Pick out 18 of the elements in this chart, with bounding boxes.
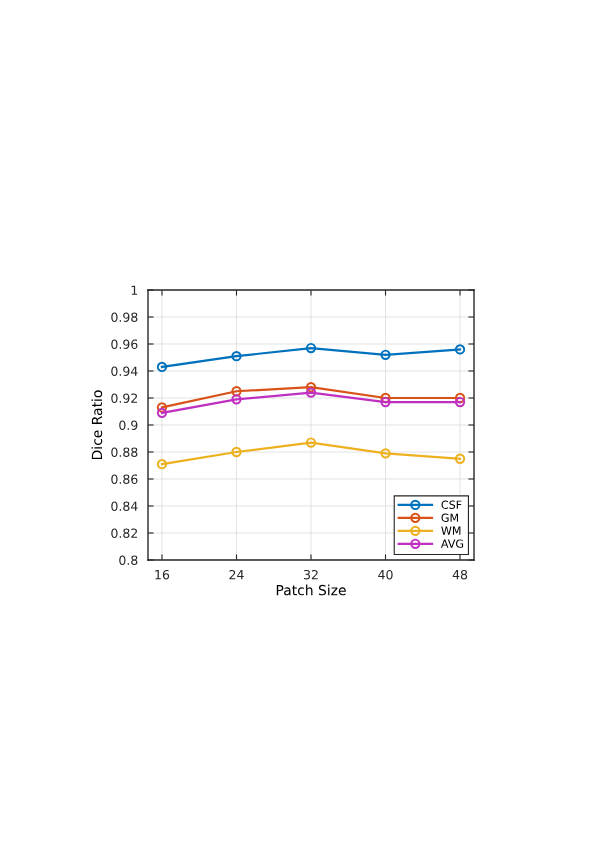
point bbox=[156, 361, 168, 373]
point bbox=[454, 344, 466, 355]
point bbox=[380, 349, 391, 360]
point bbox=[156, 459, 168, 470]
point bbox=[305, 387, 317, 398]
point bbox=[380, 448, 391, 459]
point bbox=[156, 402, 168, 413]
line-series bbox=[156, 342, 466, 373]
point bbox=[156, 407, 168, 418]
point bbox=[305, 382, 317, 393]
point bbox=[305, 342, 317, 354]
point bbox=[454, 453, 466, 464]
point bbox=[231, 446, 242, 458]
point bbox=[305, 437, 317, 448]
point bbox=[231, 394, 242, 405]
line-series bbox=[156, 437, 466, 470]
point bbox=[231, 351, 242, 362]
point bbox=[231, 386, 242, 397]
